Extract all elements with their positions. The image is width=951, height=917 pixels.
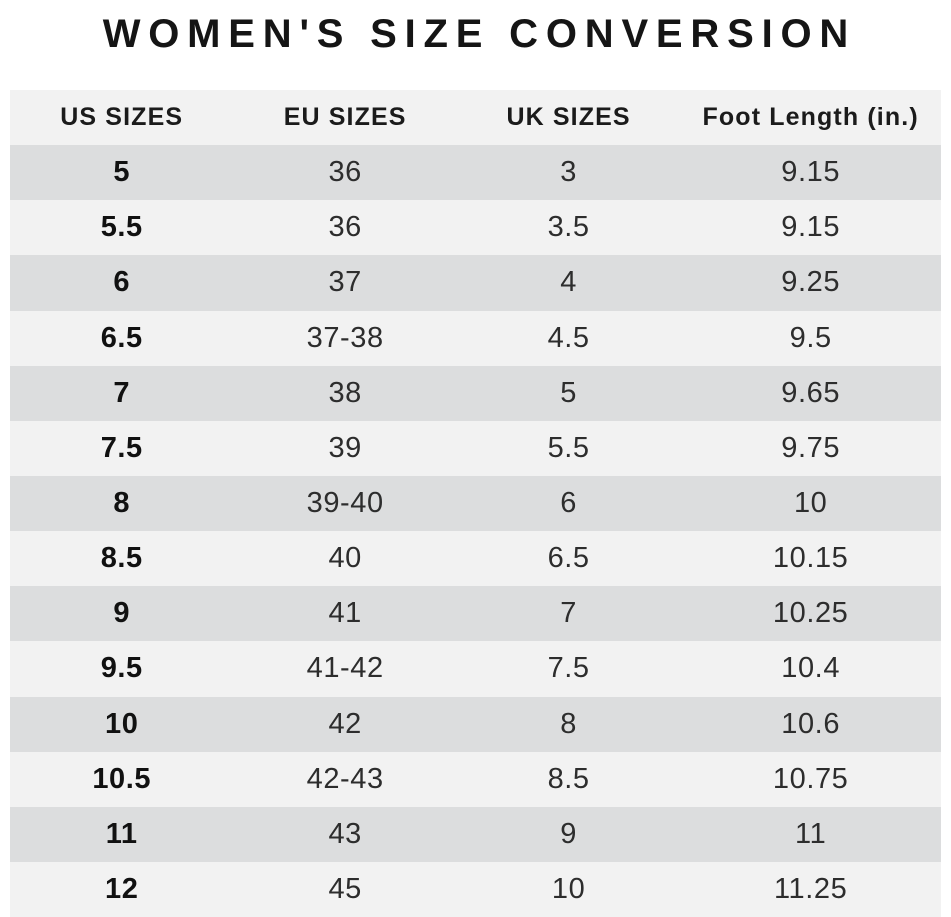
table-cell: 6.5: [547, 542, 590, 575]
table-cell: 11: [105, 817, 138, 850]
table-cell: 11: [795, 817, 827, 850]
table-row: 5 36 3 9.15: [10, 145, 941, 201]
table-cell: 39: [328, 431, 362, 464]
table-cell: 10.5: [92, 762, 152, 795]
table-cell: 5: [113, 156, 131, 189]
column-header: Foot Length (in.): [702, 103, 919, 132]
column-header: EU SIZES: [283, 103, 407, 132]
table-cell: 4: [560, 266, 577, 299]
table-row: 12 45 10 11.25: [10, 861, 941, 917]
table-cell: 41: [328, 597, 362, 630]
table-cell: 42-43: [306, 762, 384, 795]
table-cell: 10.6: [781, 707, 841, 740]
table-cell: 9.15: [781, 156, 841, 189]
table-cell: 10: [551, 873, 586, 906]
table-cell: 6: [113, 266, 131, 299]
table-cell: 9.65: [781, 376, 841, 409]
table-cell: 36: [328, 156, 362, 189]
table-cell: 37-38: [306, 321, 384, 354]
table-row: 7 38 5 9.65: [10, 365, 941, 421]
table-cell: 6.5: [100, 321, 143, 354]
table-cell: 39-40: [306, 487, 384, 520]
table-cell: 10.4: [781, 652, 841, 685]
table-cell: 10: [105, 707, 139, 740]
table-cell: 7: [113, 376, 131, 409]
table-cell: 43: [328, 817, 362, 850]
table-cell: 9.25: [781, 266, 841, 299]
table-row: 8 39-40 6 10: [10, 475, 941, 532]
column-header: UK SIZES: [506, 103, 631, 132]
table-cell: 40: [328, 542, 362, 575]
table-cell: 10: [793, 487, 828, 520]
title-band: WOMEN'S SIZE CONVERSION: [0, 0, 951, 90]
table-cell: 8.5: [547, 762, 590, 795]
table-row: 9.5 41-42 7.5 10.4: [10, 641, 941, 697]
table-header-row: US SIZES EU SIZES UK SIZES Foot Length (in.…: [10, 90, 941, 146]
table-cell: 45: [328, 873, 362, 906]
table-cell: 9.75: [781, 431, 841, 464]
table-row: 6.5 37-38 4.5 9.5: [10, 310, 941, 366]
table-cell: 38: [328, 376, 362, 409]
table-cell: 5: [560, 376, 577, 409]
table-cell: 8.5: [100, 542, 143, 575]
table-cell: 36: [328, 211, 362, 244]
table-row: 10.5 42-43 8.5 10.75: [10, 751, 941, 807]
table-cell: 10.25: [772, 597, 849, 630]
table-cell: 3: [560, 156, 577, 189]
table-cell: 9: [113, 597, 131, 630]
table-cell: 7: [560, 597, 577, 630]
table-cell: 37: [328, 266, 362, 299]
table-row: 7.5 39 5.5 9.75: [10, 420, 941, 476]
table-cell: 10.75: [772, 762, 849, 795]
table-cell: 10.15: [772, 542, 849, 575]
conversion-table: US SIZES EU SIZES UK SIZES Foot Length (in.…: [10, 90, 941, 917]
page-title: WOMEN'S SIZE CONVERSION: [102, 11, 857, 56]
table-row: 11 43 9 11: [10, 806, 941, 862]
column-header: US SIZES: [60, 103, 184, 132]
table-cell: 8: [560, 707, 577, 740]
table-cell: 9.5: [100, 652, 143, 685]
table-cell: 7.5: [100, 431, 143, 464]
table-row: 6 37 4 9.25: [10, 255, 941, 311]
table-row: 9 41 7 10.25: [10, 586, 941, 642]
table-cell: 3.5: [547, 211, 590, 244]
table-cell: 42: [328, 707, 362, 740]
table-cell: 5.5: [100, 211, 143, 244]
table-row: 8.5 40 6.5 10.15: [10, 531, 941, 587]
table-cell: 9.15: [781, 211, 841, 244]
table-cell: 6: [560, 487, 577, 520]
table-cell: 11.25: [773, 873, 848, 906]
table-cell: 7.5: [547, 652, 590, 685]
table-row: 10 42 8 10.6: [10, 696, 941, 752]
table-cell: 8: [113, 487, 131, 520]
table-row: 5.5 36 3.5 9.15: [10, 200, 941, 256]
table-cell: 9: [560, 817, 577, 850]
table-cell: 41-42: [306, 652, 384, 685]
table-cell: 9.5: [789, 321, 832, 354]
table-cell: 5.5: [547, 431, 590, 464]
table-cell: 12: [105, 873, 139, 906]
table-cell: 4.5: [547, 321, 590, 354]
